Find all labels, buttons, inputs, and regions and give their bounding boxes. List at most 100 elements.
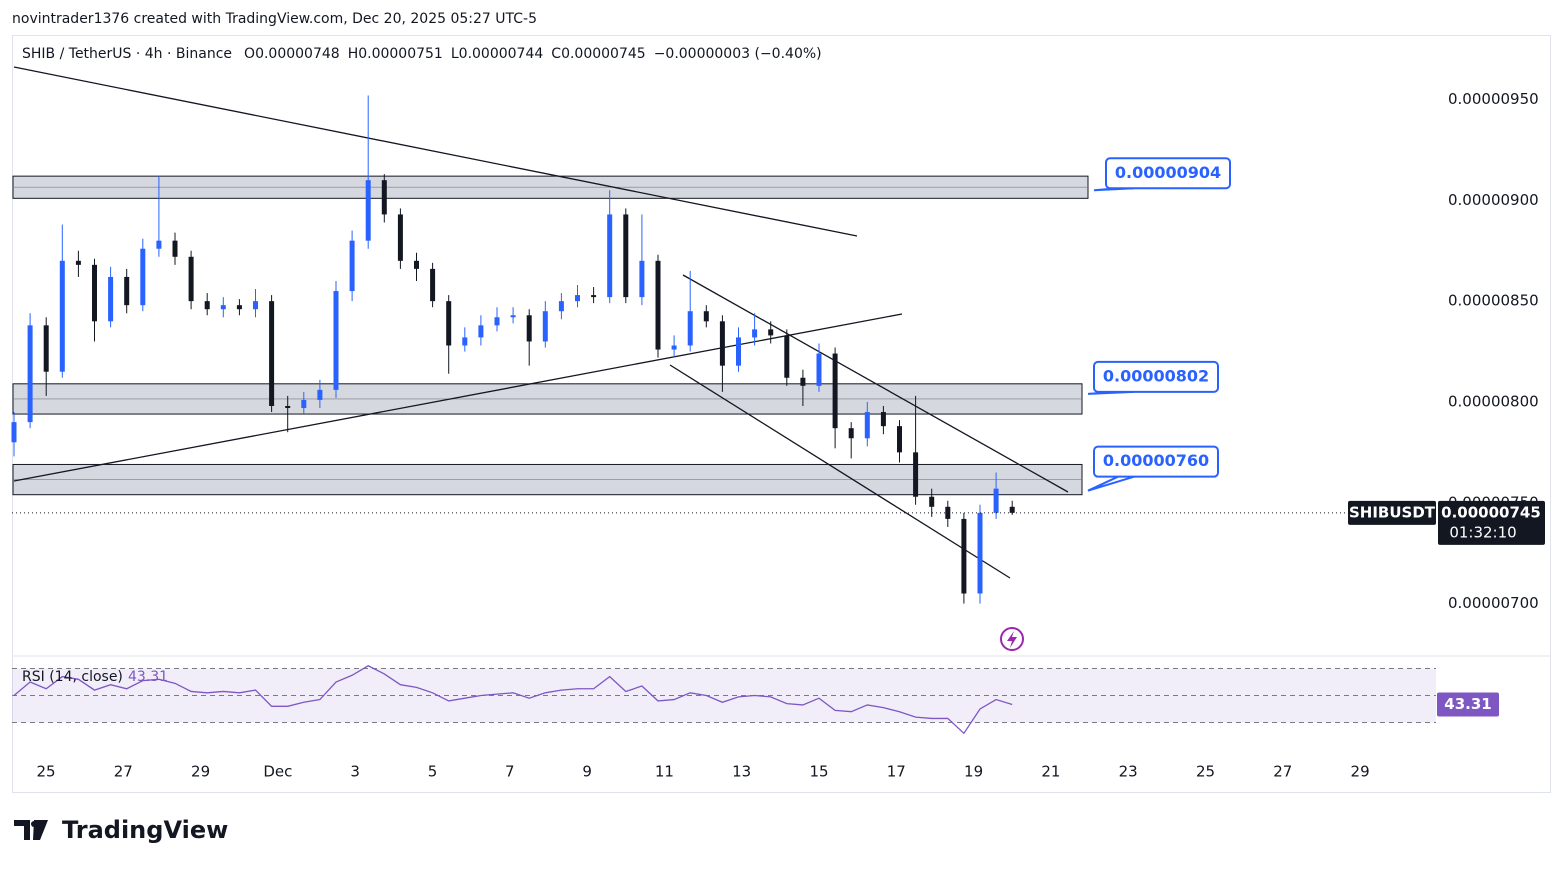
candle-body [269, 301, 275, 406]
countdown: 01:32:10 [1449, 523, 1516, 541]
callout-label: 0.00000802 [1103, 366, 1209, 385]
y-tick-label: 0.00000900 [1448, 191, 1539, 209]
header: novintrader1376 created with TradingView… [12, 11, 537, 27]
candle-body [124, 276, 130, 306]
candle-body [816, 353, 822, 386]
candle-body [671, 345, 677, 350]
symbol-badge [1348, 500, 1436, 525]
ohlc-value: 0.00000751 [358, 46, 443, 62]
candle-body [381, 180, 387, 215]
candle-body [333, 291, 339, 390]
candle-body [800, 377, 806, 386]
rsi-badge [1437, 692, 1499, 717]
ohlc-value: 0.00000748 [255, 46, 340, 62]
trend-line [669, 364, 1011, 579]
x-tick-label: 27 [114, 763, 133, 781]
candle-body [607, 214, 613, 298]
ohlc-label: H [348, 46, 359, 62]
candle-body [188, 256, 194, 302]
candle-body [703, 311, 709, 322]
candle-body [365, 180, 371, 241]
candle-body [897, 426, 902, 453]
x-tick-label: 15 [809, 763, 828, 781]
ohlc-label: C [551, 46, 561, 62]
candle-body [397, 214, 403, 261]
y-tick-label: 0.00000850 [1448, 292, 1539, 310]
callout-pointer [1087, 475, 1135, 492]
candle-body [430, 268, 436, 302]
candle-body [558, 301, 564, 312]
candle-body [639, 260, 645, 298]
price-badge-text: 0.00000745 [1441, 503, 1541, 521]
ohlc-label: L [451, 46, 459, 62]
candle-body [204, 301, 210, 310]
callout-label: 0.00000760 [1103, 451, 1209, 470]
rsi-line [13, 665, 1013, 735]
candle-body [92, 264, 97, 322]
candle-body [301, 399, 307, 409]
candle-body [140, 248, 146, 306]
x-tick-label: 21 [1041, 763, 1060, 781]
x-tick-label: 27 [1273, 763, 1292, 781]
candle-body [156, 240, 162, 249]
candle-body [719, 321, 725, 366]
rsi-value: 43.31 [128, 669, 168, 685]
candle-body [285, 405, 291, 409]
candle-body [687, 311, 693, 346]
candle-body [108, 276, 114, 322]
candle-body [462, 337, 468, 346]
rsi-name: RSI (14, close) [22, 669, 123, 685]
candle-body [832, 353, 838, 429]
callout-box [1105, 157, 1231, 190]
candle-body [929, 496, 935, 507]
trend-line [13, 313, 903, 482]
candle-body [43, 325, 49, 372]
x-tick-label: 25 [1196, 763, 1215, 781]
symbol: SHIB / TetherUS · 4h · Binance [22, 46, 232, 62]
candle-body [880, 412, 886, 427]
ohlc-value: 0.00000745 [561, 46, 646, 62]
y-tick-label: 0.00000800 [1448, 392, 1539, 410]
x-tick-label: 19 [964, 763, 983, 781]
candle-body [317, 389, 323, 400]
candle-body [478, 325, 484, 338]
ohlc-value: 0.00000744 [459, 46, 544, 62]
candle-body [993, 488, 999, 513]
candle-body [414, 260, 419, 269]
candle-body [349, 240, 355, 292]
candle-body [848, 428, 854, 439]
x-tick-label: 29 [191, 763, 210, 781]
x-tick-label: 23 [1119, 763, 1138, 781]
candle-body [864, 412, 870, 439]
candle-body [510, 315, 516, 318]
rsi-badge-text: 43.31 [1444, 695, 1491, 713]
y-tick-label: 0.00000950 [1448, 90, 1539, 108]
trend-line [13, 66, 858, 237]
alert-icon[interactable] [1000, 627, 1024, 651]
candle-body [961, 518, 967, 594]
logo: TradingView [14, 816, 228, 844]
candle-body [526, 315, 532, 342]
candle-body [1009, 506, 1015, 513]
x-tick-label: 9 [582, 763, 592, 781]
y-tick-label: 0.00000700 [1448, 594, 1539, 612]
brand: TradingView [62, 816, 228, 844]
trend-line [682, 274, 1069, 493]
candle-body [945, 506, 951, 519]
candle-body [172, 240, 178, 257]
candle-body [575, 295, 580, 302]
callout-box [1093, 360, 1219, 393]
candle-body [591, 295, 597, 298]
callout-label: 0.00000904 [1115, 163, 1221, 182]
x-tick-label: 25 [36, 763, 55, 781]
candle-body [236, 305, 242, 310]
candle-body [494, 317, 500, 326]
x-tick-label: 3 [350, 763, 360, 781]
symbol-badge-text: SHIBUSDT [1349, 503, 1436, 521]
candle-body [75, 260, 81, 265]
candle-body [655, 260, 661, 350]
candle-body [11, 422, 17, 443]
candle-body [977, 512, 983, 594]
